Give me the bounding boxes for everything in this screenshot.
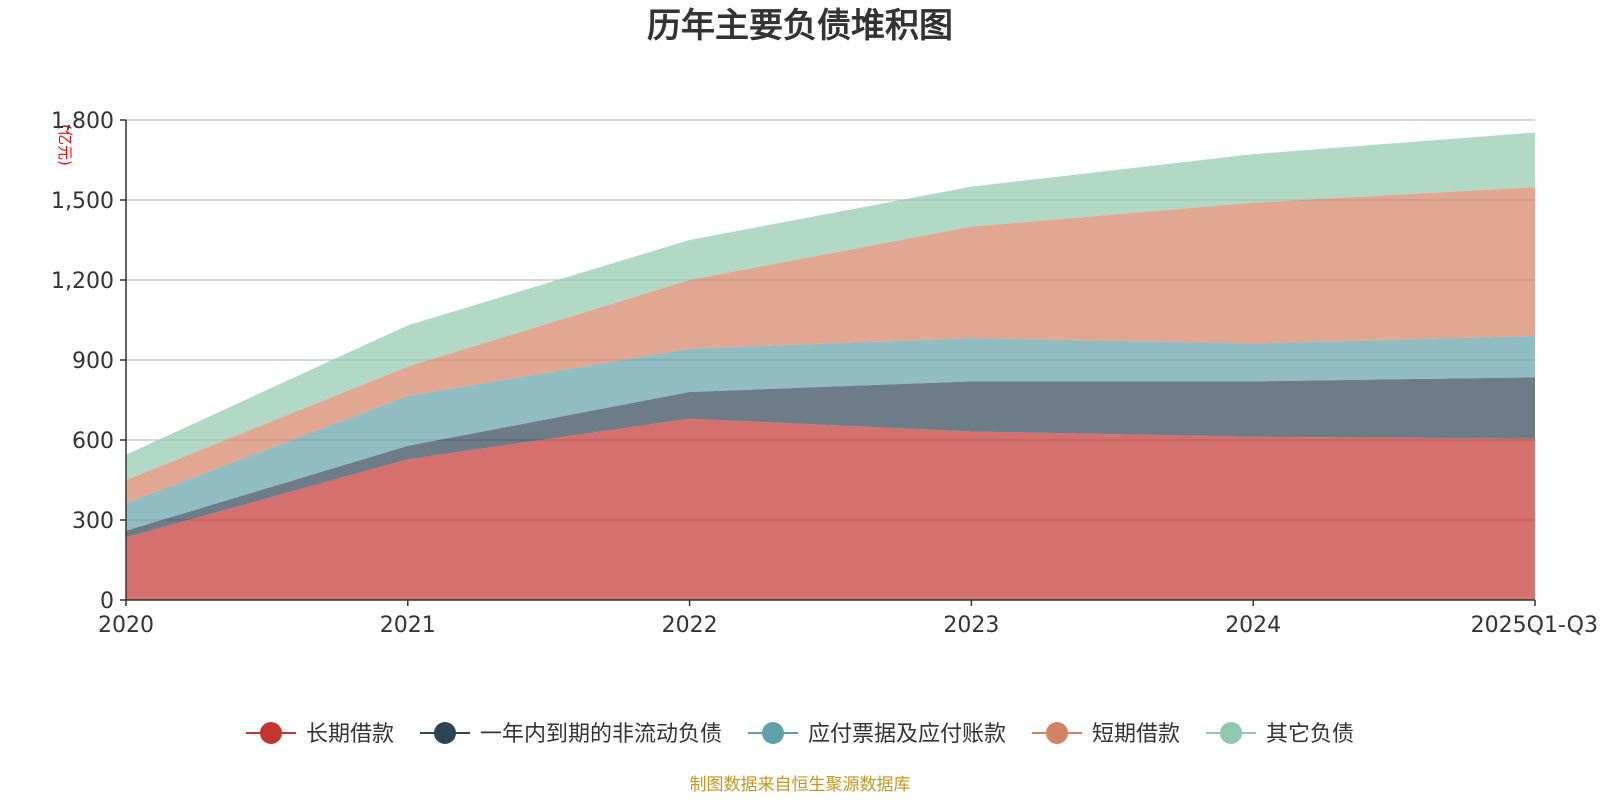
legend-item-4[interactable]: 短期借款 bbox=[1032, 722, 1180, 747]
area-series-5 bbox=[126, 132, 1535, 481]
y-tick-label: 1,200 bbox=[51, 269, 114, 294]
y-tick-label: 0 bbox=[100, 589, 114, 614]
area-series-4 bbox=[126, 187, 1535, 504]
area-series-3 bbox=[126, 336, 1535, 531]
x-tick-label: 2021 bbox=[380, 613, 436, 638]
legend-marker bbox=[433, 722, 456, 744]
axes: 0 300 600 900 1,200 1,500 1,800 2020 2021 2022 202… bbox=[51, 109, 1598, 638]
y-tick-label: 600 bbox=[72, 429, 114, 454]
area-series bbox=[126, 132, 1535, 600]
y-axis-unit: (亿元) bbox=[56, 124, 74, 166]
legend: 长期借款 一年内到期的非流动负债 应付票据及应付账款 短期借款 其它负债 bbox=[245, 722, 1354, 747]
legend-marker bbox=[1220, 722, 1243, 744]
legend-item-3[interactable]: 应付票据及应付账款 bbox=[747, 722, 1006, 747]
x-tick-label: 2020 bbox=[98, 613, 154, 638]
chart-title: 历年主要负债堆积图 bbox=[647, 6, 953, 46]
y-tick-label: 1,500 bbox=[51, 189, 114, 214]
x-tick-label: 2025Q1-Q3 bbox=[1471, 613, 1598, 638]
area-series-2 bbox=[126, 377, 1535, 538]
area-series-1 bbox=[126, 418, 1535, 600]
legend-label: 其它负债 bbox=[1266, 722, 1354, 747]
legend-item-1[interactable]: 长期借款 bbox=[245, 722, 394, 747]
x-tick-label: 2023 bbox=[943, 613, 999, 638]
y-tick-label: 1,800 bbox=[51, 109, 114, 134]
legend-label: 长期借款 bbox=[306, 722, 394, 747]
legend-marker bbox=[1046, 722, 1069, 744]
legend-marker bbox=[259, 722, 282, 744]
x-tick-label: 2024 bbox=[1225, 613, 1281, 638]
y-tick-label: 300 bbox=[72, 509, 114, 534]
legend-marker bbox=[761, 722, 784, 744]
legend-item-5[interactable]: 其它负债 bbox=[1206, 722, 1354, 747]
legend-label: 一年内到期的非流动负债 bbox=[480, 722, 722, 747]
source-note: 制图数据来自恒生聚源数据库 bbox=[690, 775, 911, 795]
legend-label: 短期借款 bbox=[1092, 722, 1180, 747]
legend-item-2[interactable]: 一年内到期的非流动负债 bbox=[419, 722, 722, 747]
legend-label: 应付票据及应付账款 bbox=[808, 722, 1006, 747]
y-tick-label: 900 bbox=[72, 349, 114, 374]
x-tick-label: 2022 bbox=[662, 613, 718, 638]
